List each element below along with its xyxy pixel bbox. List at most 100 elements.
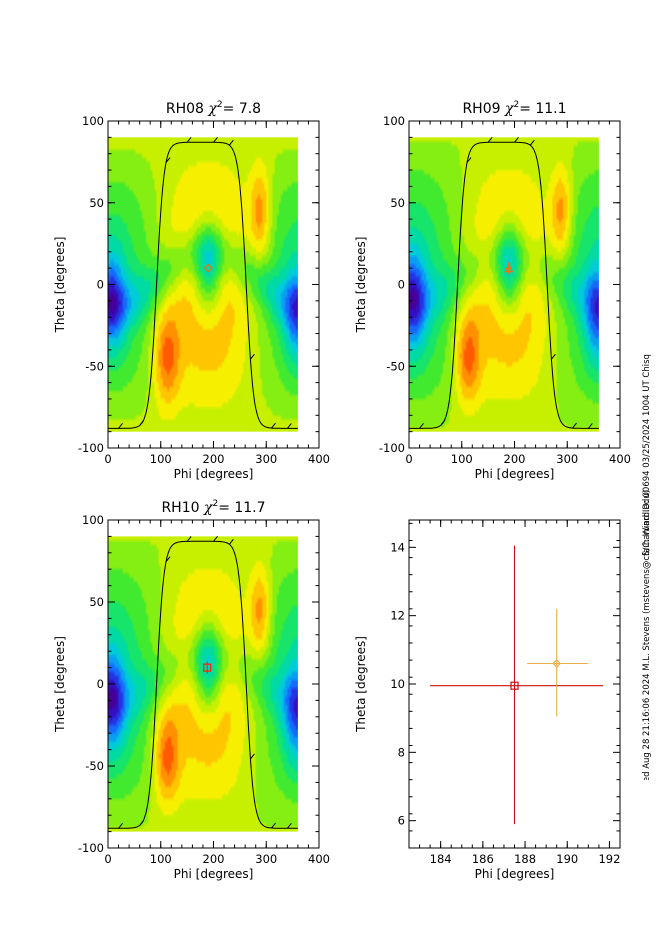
- panel-title: RH08 χ2= 7.8: [166, 100, 261, 117]
- chi-symbol: χ: [207, 101, 218, 117]
- y-tick-label: 100: [82, 114, 104, 128]
- y-tick-label: 14: [390, 540, 405, 554]
- chi-value: = 11.7: [218, 500, 265, 516]
- y-tick-label: 12: [390, 609, 405, 623]
- x-tick-label: 186: [472, 852, 494, 866]
- y-tick-label: 0: [398, 278, 405, 292]
- x-tick-label: 300: [556, 452, 578, 466]
- y-axis-label: Theta [degrees]: [53, 636, 67, 733]
- x-axis-label: Phi [degrees]: [174, 867, 254, 881]
- x-axis-label: Phi [degrees]: [475, 467, 555, 481]
- chisq-heatmap: [409, 137, 599, 432]
- y-tick-label: 100: [383, 114, 405, 128]
- y-tick-label: 10: [390, 677, 405, 691]
- chi-superscript: 2: [217, 100, 223, 110]
- boundary-tick: [139, 820, 145, 826]
- boundary-tick: [228, 139, 234, 146]
- chisq-heatmap: [108, 536, 298, 832]
- boundary-tick: [419, 423, 424, 429]
- point-marker: [510, 681, 519, 690]
- x-tick-label: 300: [255, 852, 277, 866]
- boundary-tick: [271, 822, 276, 829]
- chi-superscript: 2: [513, 100, 519, 110]
- x-tick-label: 200: [504, 452, 526, 466]
- boundary-tick: [186, 536, 192, 542]
- boundary-tick: [228, 538, 234, 545]
- boundary-tick: [487, 137, 493, 143]
- boundary-tick: [250, 753, 255, 760]
- boundary-curve: [409, 141, 599, 429]
- y-axis-label: Theta [degrees]: [354, 237, 368, 334]
- y-tick-label: 100: [82, 513, 104, 527]
- boundary-tick: [286, 823, 292, 829]
- y-tick-label: 0: [97, 677, 104, 691]
- x-tick-label: 400: [308, 852, 330, 866]
- y-tick-label: 50: [390, 196, 405, 210]
- point-marker: [552, 659, 562, 668]
- boundary-tick: [118, 822, 123, 829]
- boundary-tick: [165, 157, 171, 163]
- summary-point-0: [430, 545, 604, 825]
- boundary-tick: [514, 136, 519, 143]
- boundary-tick: [250, 353, 255, 360]
- boundary-tick: [286, 423, 292, 429]
- x-tick-label: 184: [430, 852, 452, 866]
- y-axis-label: Theta [degrees]: [53, 237, 67, 334]
- y-tick-label: -100: [78, 841, 104, 855]
- y-tick-label: 50: [89, 196, 104, 210]
- boundary-tick: [165, 556, 171, 563]
- x-tick-label: 100: [150, 452, 172, 466]
- side-label-container: S/C: Wind ID: 00694 03/25/2024 1004 UT C…: [638, 180, 654, 790]
- boundary-tick: [551, 353, 556, 360]
- boundary-tick: [466, 157, 472, 163]
- x-tick-label: 200: [203, 852, 225, 866]
- title-prefix: RH09: [462, 101, 505, 117]
- x-axis-label: Phi [degrees]: [174, 467, 254, 481]
- x-tick-label: 400: [609, 452, 631, 466]
- x-tick-label: 100: [150, 852, 172, 866]
- boundary-curve: [108, 141, 298, 429]
- y-tick-label: 6: [398, 814, 405, 828]
- side-label-footer: Wed Aug 28 21:16:06 2024 M.L. Stevens (m…: [642, 490, 652, 780]
- title-prefix: RH08: [166, 101, 209, 117]
- x-tick-label: 190: [556, 852, 578, 866]
- x-tick-label: 400: [308, 452, 330, 466]
- x-tick-label: 188: [514, 852, 536, 866]
- boundary-tick: [529, 139, 535, 146]
- x-axis-label: Phi [degrees]: [475, 867, 555, 881]
- boundary-tick: [118, 423, 123, 429]
- x-tick-label: 200: [203, 452, 225, 466]
- x-tick-label: 0: [104, 852, 111, 866]
- side-label-top: S/C: Wind ID: 00694 03/25/2024 1004 UT C…: [642, 354, 652, 556]
- x-tick-label: 192: [598, 852, 620, 866]
- title-prefix: RH10: [161, 500, 204, 516]
- y-axis-label: Theta [degrees]: [354, 636, 368, 733]
- chi-symbol: χ: [504, 101, 515, 117]
- panel-title: RH09 χ2= 11.1: [462, 100, 566, 117]
- boundary-tick: [139, 420, 145, 426]
- x-tick-label: 0: [104, 452, 111, 466]
- panel-title: RH10 χ2= 11.7: [161, 499, 265, 516]
- boundary-tick: [213, 136, 218, 143]
- boundary-tick: [440, 420, 446, 426]
- y-tick-label: 50: [89, 595, 104, 609]
- y-tick-label: -100: [78, 441, 104, 455]
- chi-superscript: 2: [212, 499, 218, 509]
- y-tick-label: 0: [97, 278, 104, 292]
- y-tick-label: -50: [386, 359, 405, 373]
- y-tick-label: -50: [85, 359, 104, 373]
- chi-value: = 7.8: [223, 101, 261, 117]
- x-tick-label: 100: [451, 452, 473, 466]
- minimum-marker: [203, 263, 213, 273]
- boundary-tick: [213, 536, 218, 542]
- boundary-tick: [587, 423, 593, 429]
- x-tick-label: 300: [255, 452, 277, 466]
- y-tick-label: 8: [398, 745, 405, 759]
- boundary-tick: [572, 422, 577, 429]
- x-tick-label: 0: [405, 452, 412, 466]
- boundary-tick: [186, 137, 192, 143]
